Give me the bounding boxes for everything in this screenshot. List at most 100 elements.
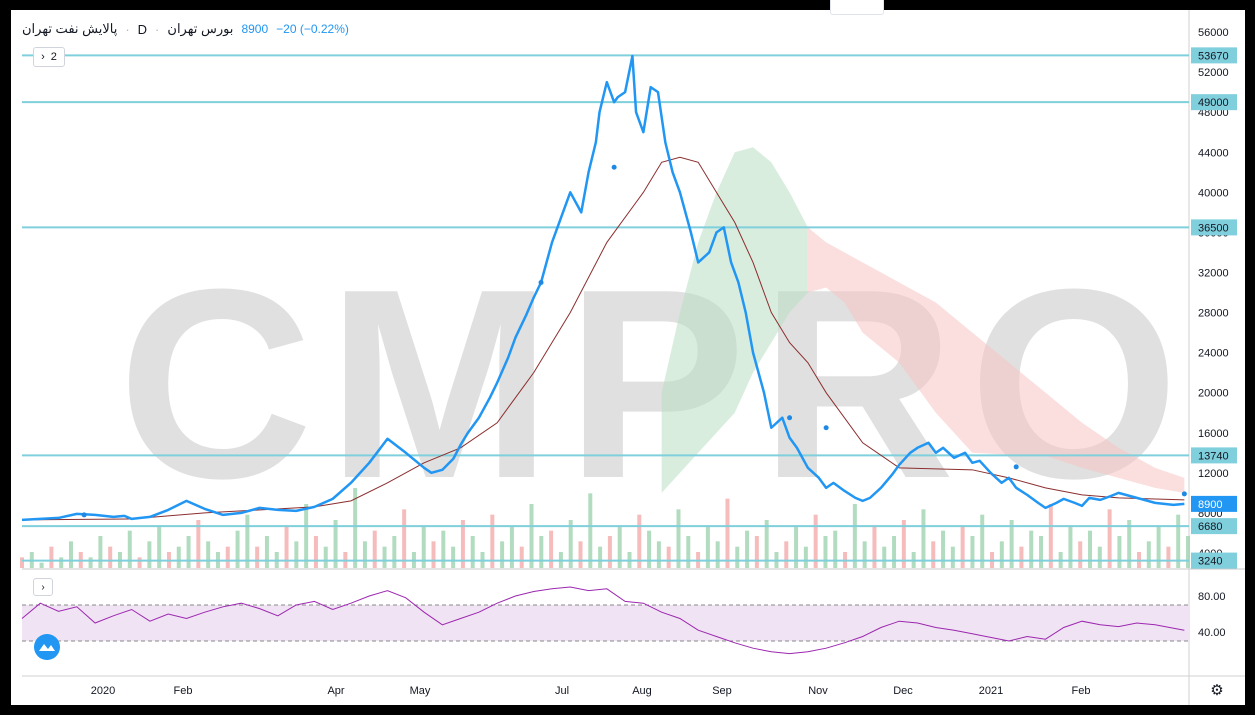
rsi-axis-tick-label: 80.00 [1198, 591, 1226, 603]
level-price-tag [1191, 94, 1237, 111]
legend-separator-dot: · [155, 21, 160, 37]
volume-bar [1117, 536, 1122, 568]
volume-bar [647, 530, 652, 568]
time-axis-tick-label: Nov [808, 685, 828, 697]
volume-bar [59, 557, 64, 568]
volume-bar [20, 557, 24, 568]
volume-bar [176, 546, 181, 568]
time-axis-tick-label: Dec [893, 685, 913, 697]
level-price-tag [1191, 447, 1237, 464]
price-axis-tick-label: 48000 [1198, 107, 1229, 119]
volume-bar [1186, 536, 1190, 568]
volume-bar [49, 546, 54, 568]
price-axis-tick-label: 40000 [1198, 187, 1229, 199]
chevron-right-icon: › [41, 51, 45, 63]
legend-separator-dot: · [125, 21, 130, 37]
tradingview-logo-icon[interactable] [34, 634, 60, 660]
volume-bar [157, 525, 162, 568]
rsi-axis-tick-label: 40.00 [1198, 627, 1226, 639]
volume-bar [999, 541, 1004, 568]
rsi-pane-toggle-button[interactable]: › [33, 578, 53, 596]
volume-bar [529, 504, 534, 568]
volume-bar [578, 541, 583, 568]
volume-bar [617, 525, 622, 568]
signal-dot-marker [823, 425, 829, 431]
signal-dot-marker [611, 164, 617, 170]
top-toolbar-stub[interactable] [830, 0, 884, 15]
legend-change: −20 (−0.22%) [276, 22, 349, 36]
volume-bar [68, 541, 73, 568]
time-axis-tick-label: May [410, 685, 431, 697]
rsi-band-fill [22, 605, 1189, 641]
volume-bar [803, 546, 808, 568]
volume-bar [313, 536, 318, 568]
volume-bar [970, 536, 975, 568]
price-axis-tick-label: 56000 [1198, 27, 1229, 39]
volume-bar [1009, 520, 1014, 568]
volume-bar [127, 530, 132, 568]
volume-bar [235, 530, 240, 568]
level-price-tag [1191, 47, 1237, 64]
volume-bar [470, 536, 475, 568]
volume-bar [402, 509, 407, 568]
price-axis-tick-label: 24000 [1198, 348, 1229, 360]
level-price-tag [1191, 552, 1237, 569]
rsi-line[interactable] [21, 586, 1185, 655]
volume-bar [1029, 530, 1034, 568]
volume-bar [852, 504, 857, 568]
volume-bar [460, 520, 465, 568]
volume-bar [1097, 546, 1102, 568]
time-axis-tick-label: Feb [174, 685, 193, 697]
volume-bar [186, 536, 191, 568]
level-price-tag-label: 3240 [1198, 556, 1222, 568]
volume-bar [382, 546, 387, 568]
time-axis-tick-label: Feb [1072, 685, 1091, 697]
level-price-tag-label: 6680 [1198, 521, 1222, 533]
time-axis-tick-label: Sep [712, 685, 732, 697]
volume-bar [823, 536, 828, 568]
price-axis-tick-label: 20000 [1198, 388, 1229, 400]
volume-bar [754, 536, 759, 568]
volume-bar [108, 546, 113, 568]
volume-bar [607, 536, 612, 568]
price-axis-tick-label: 52000 [1198, 67, 1229, 79]
volume-bar [147, 541, 152, 568]
volume-bar [304, 504, 309, 568]
volume-bar [1078, 541, 1083, 568]
legend-symbol[interactable]: پالایش نفت تهران [22, 21, 118, 36]
indicators-toggle-button[interactable]: › 2 [33, 47, 65, 67]
volume-bar [892, 536, 897, 568]
volume-bar [362, 541, 367, 568]
ichimoku-cloud-bullish [661, 147, 808, 493]
price-line[interactable] [21, 54, 1185, 522]
volume-bar [872, 525, 877, 568]
signal-dot-marker [787, 415, 793, 421]
level-price-tag-label: 49000 [1198, 97, 1229, 109]
volume-bar [98, 536, 103, 568]
volume-bar [745, 530, 750, 568]
volume-bar [1146, 541, 1151, 568]
volume-bar [353, 488, 358, 568]
chart-legend: پالایش نفت تهران · D · بورس تهران 8900 −… [22, 20, 349, 38]
volume-bar [784, 541, 789, 568]
cloud-wave-icon [39, 644, 55, 651]
level-price-tag [1191, 219, 1237, 236]
volume-bar [950, 546, 955, 568]
legend-timeframe[interactable]: D [137, 21, 148, 37]
volume-bar [1176, 514, 1181, 568]
time-axis-tick-label: Jul [555, 685, 569, 697]
volume-bar [637, 514, 642, 568]
volume-bar [764, 520, 769, 568]
time-axis-tick-label: Apr [327, 685, 344, 697]
volume-bar [1039, 536, 1044, 568]
volume-bar [1107, 509, 1112, 568]
signal-dot-marker [1013, 464, 1019, 470]
volume-bar [588, 493, 593, 568]
time-axis-tick-label: 2021 [979, 685, 1003, 697]
gear-icon[interactable]: ⚙ [1210, 682, 1224, 699]
volume-bar [1068, 525, 1073, 568]
signal-dot-marker [538, 279, 544, 285]
volume-bar [196, 520, 201, 568]
chart-area[interactable] [11, 10, 1245, 705]
